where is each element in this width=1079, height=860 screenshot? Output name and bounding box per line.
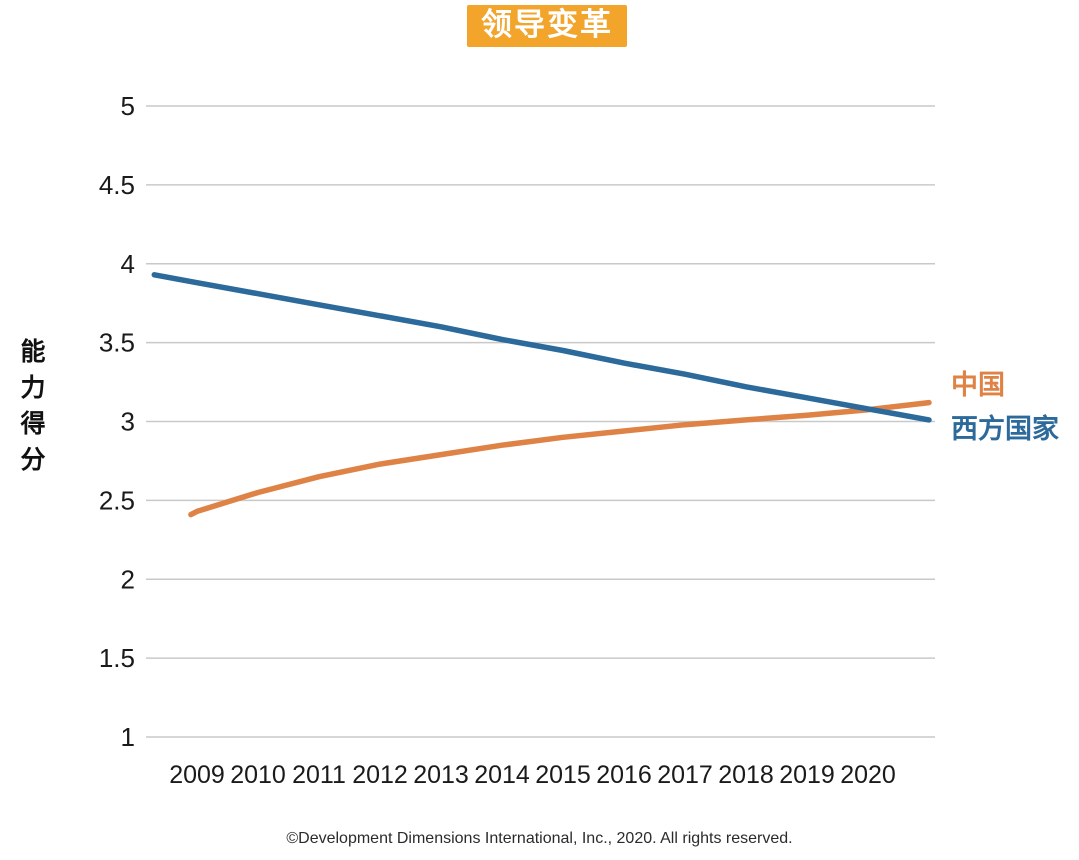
y-tick-label: 4.5 (99, 170, 135, 200)
x-tick-label: 2010 (230, 761, 286, 789)
y-tick-label: 1 (121, 722, 135, 752)
x-tick-label: 2017 (657, 761, 713, 789)
x-tick-label: 2019 (779, 761, 835, 789)
y-tick-label: 2.5 (99, 485, 135, 515)
series-line (188, 399, 932, 518)
y-tick-label: 2 (121, 564, 135, 594)
copyright-footer: ©Development Dimensions International, I… (286, 830, 793, 847)
x-tick-label: 2012 (352, 761, 408, 789)
x-tick-label: 2011 (292, 761, 346, 789)
x-tick-label: 2020 (840, 761, 896, 789)
y-tick-label: 1.5 (99, 643, 135, 673)
chart-title-badge: 领导变革 (467, 5, 627, 48)
x-tick-label: 2013 (413, 761, 469, 789)
series-line (151, 272, 932, 423)
x-tick-label: 2009 (169, 761, 225, 789)
y-tick-label: 3 (121, 407, 135, 437)
chart-title: 领导变革 (481, 7, 613, 42)
legend-item: 西方国家 (951, 413, 1059, 444)
y-axis-label: 能力得分 (17, 338, 45, 482)
y-tick-label: 3.5 (99, 328, 135, 358)
x-tick-label: 2016 (596, 761, 652, 789)
chart-legend: 中国 西方国家 (951, 370, 1059, 444)
y-tick-label: 4 (121, 249, 135, 279)
x-tick-label: 2014 (474, 761, 530, 789)
legend-item: 中国 (951, 370, 1005, 400)
x-tick-label: 2018 (718, 761, 774, 789)
x-tick-label: 2015 (535, 761, 591, 789)
y-tick-label: 5 (121, 91, 135, 121)
